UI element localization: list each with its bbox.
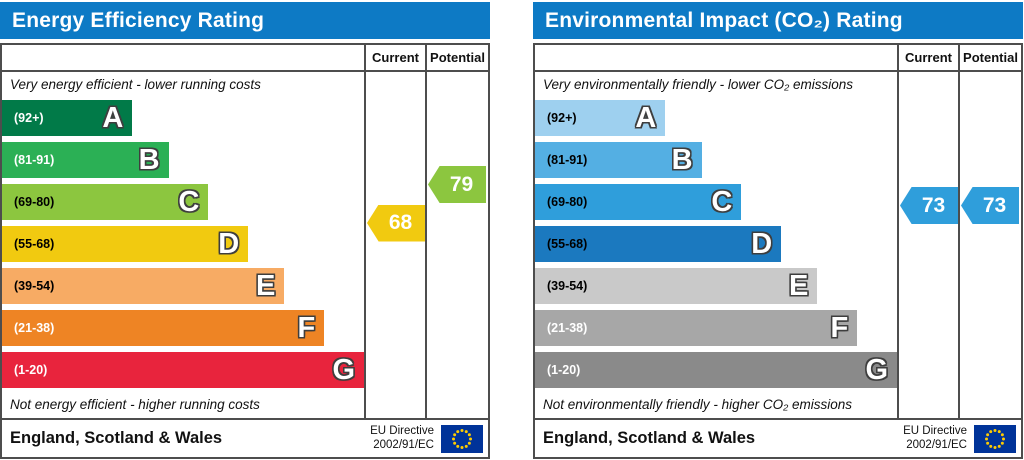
band-bar-b: (81-91) B [535, 142, 702, 178]
potential-rating-pointer: 79 [428, 166, 486, 203]
current-rating-pointer: 68 [367, 204, 425, 242]
band-range-label: (1-20) [14, 363, 48, 377]
co2-chart-table: Current Potential Very environmentally f… [533, 43, 1023, 459]
band-range-label: (81-91) [14, 153, 55, 167]
band-bar-a: (92+) A [535, 100, 666, 136]
band-letter: F [830, 311, 849, 344]
band-bar-f: (21-38) F [2, 310, 325, 346]
band-bar-c: (69-80) C [535, 184, 742, 220]
rating-bands: (92+) A (81-91) B (69-80) C (55-68) D (39-54) E (2… [2, 97, 364, 391]
band-bar-f: (21-38) F [535, 310, 858, 346]
co2-chart-title: Environmental Impact (CO₂) Rating [545, 8, 903, 32]
energy-chart-title-bar: Energy Efficiency Rating [0, 2, 490, 39]
band-letter: G [865, 353, 888, 386]
band-range-label: (81-91) [547, 153, 588, 167]
band-row-b: (81-91) B [2, 139, 364, 181]
potential-value-column: 73 [960, 72, 1021, 418]
potential-rating-pointer: 73 [961, 187, 1019, 224]
band-row-e: (39-54) E [2, 265, 364, 307]
energy-chart-table: Current Potential Very energy efficient … [0, 43, 490, 459]
rating-bands: (92+) A (81-91) B (69-80) C (55-68) D (39-54) E (2… [535, 97, 897, 391]
band-letter: C [178, 185, 200, 218]
rating-scale: Very environmentally friendly - lower CO… [535, 72, 899, 418]
band-bar-g: (1-20) G [535, 352, 897, 388]
band-letter: E [789, 269, 809, 302]
band-bar-e: (39-54) E [535, 268, 818, 304]
potential-column-header: Potential [427, 45, 488, 72]
band-letter: C [711, 185, 733, 218]
band-range-label: (69-80) [547, 195, 588, 209]
band-range-label: (21-38) [547, 321, 588, 335]
rating-scale: Very energy efficient - lower running co… [2, 72, 366, 418]
band-bar-c: (69-80) C [2, 184, 209, 220]
band-range-label: (55-68) [14, 237, 55, 251]
top-caption: Very environmentally friendly - lower CO… [543, 77, 853, 92]
band-row-c: (69-80) C [2, 181, 364, 223]
band-bar-b: (81-91) B [2, 142, 169, 178]
band-row-a: (92+) A [535, 97, 897, 139]
band-row-d: (55-68) D [535, 223, 897, 265]
eu-directive-line1: EU Directive [370, 424, 434, 437]
footer-region: England, Scotland & Wales [10, 429, 223, 447]
current-value-column: 68 [366, 72, 427, 418]
potential-value-column: 79 [427, 72, 488, 418]
band-row-c: (69-80) C [535, 181, 897, 223]
chart-footer: England, Scotland & Wales EU Directive 2… [2, 418, 488, 457]
eu-directive-text: EU Directive 2002/91/EC [370, 425, 434, 453]
band-letter: D [751, 227, 773, 260]
eu-directive-line2: 2002/91/EC [906, 438, 967, 451]
band-range-label: (92+) [14, 111, 44, 125]
band-range-label: (21-38) [14, 321, 55, 335]
energy-efficiency-chart: Energy Efficiency Rating Current Potenti… [0, 0, 490, 460]
footer-region: England, Scotland & Wales [543, 429, 756, 447]
current-value-column: 73 [899, 72, 960, 418]
potential-column-header: Potential [960, 45, 1021, 72]
band-row-a: (92+) A [2, 97, 364, 139]
band-range-label: (39-54) [547, 279, 588, 293]
scale-column-header [535, 45, 899, 72]
band-letter: D [218, 227, 240, 260]
band-range-label: (39-54) [14, 279, 55, 293]
band-letter: G [332, 353, 355, 386]
band-row-g: (1-20) G [535, 349, 897, 391]
eu-flag-icon [441, 424, 483, 453]
co2-chart-title-bar: Environmental Impact (CO₂) Rating [533, 2, 1023, 39]
band-row-f: (21-38) F [535, 307, 897, 349]
eu-directive-line2: 2002/91/EC [373, 438, 434, 451]
eu-flag-icon [974, 424, 1016, 453]
band-row-d: (55-68) D [2, 223, 364, 265]
chart-footer: England, Scotland & Wales EU Directive 2… [535, 418, 1021, 457]
bottom-caption: Not environmentally friendly - higher CO… [543, 397, 853, 412]
band-bar-g: (1-20) G [2, 352, 364, 388]
band-bar-d: (55-68) D [2, 226, 249, 262]
current-rating-pointer: 73 [900, 187, 958, 224]
scale-column-header [2, 45, 366, 72]
band-letter: A [635, 101, 657, 134]
band-range-label: (1-20) [547, 363, 581, 377]
band-letter: A [102, 101, 124, 134]
band-range-label: (92+) [547, 111, 577, 125]
eu-directive-text: EU Directive 2002/91/EC [903, 425, 967, 453]
bottom-caption: Not energy efficient - higher running co… [10, 397, 260, 412]
energy-chart-title: Energy Efficiency Rating [12, 8, 265, 32]
eu-directive-line1: EU Directive [903, 424, 967, 437]
band-bar-a: (92+) A [2, 100, 133, 136]
band-bar-d: (55-68) D [535, 226, 782, 262]
environmental-impact-chart: Environmental Impact (CO₂) Rating Curren… [533, 0, 1023, 460]
band-row-f: (21-38) F [2, 307, 364, 349]
band-letter: F [297, 311, 316, 344]
band-range-label: (55-68) [547, 237, 588, 251]
band-letter: B [138, 143, 160, 176]
band-range-label: (69-80) [14, 195, 55, 209]
band-row-g: (1-20) G [2, 349, 364, 391]
band-row-b: (81-91) B [535, 139, 897, 181]
band-row-e: (39-54) E [535, 265, 897, 307]
current-column-header: Current [899, 45, 960, 72]
band-bar-e: (39-54) E [2, 268, 285, 304]
band-letter: B [671, 143, 693, 176]
current-column-header: Current [366, 45, 427, 72]
top-caption: Very energy efficient - lower running co… [10, 77, 261, 92]
band-letter: E [256, 269, 276, 302]
